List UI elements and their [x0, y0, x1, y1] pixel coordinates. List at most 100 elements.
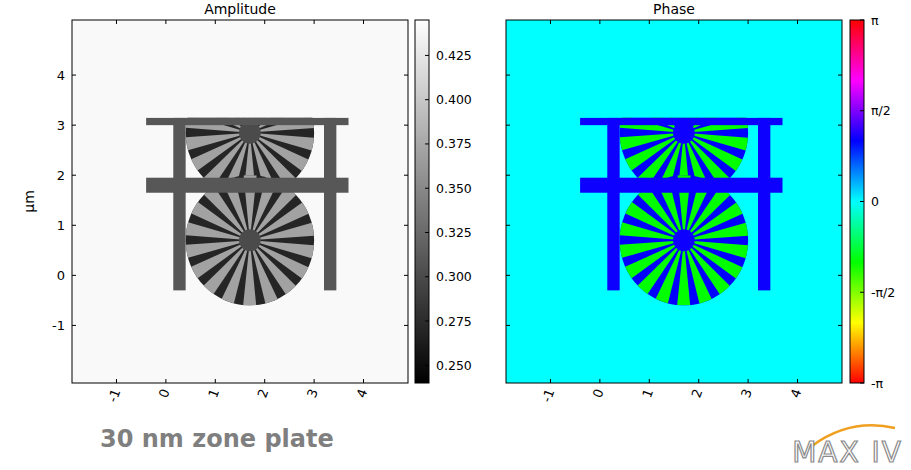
y-tick	[72, 75, 76, 76]
background-cell	[506, 20, 842, 383]
bar-cell	[607, 118, 619, 291]
colorbar-tick-label: 0.350	[436, 181, 472, 196]
x-tick	[797, 20, 798, 24]
x-tick	[116, 379, 117, 383]
y-tick-label: 3	[57, 118, 65, 133]
y-tick-label: 4	[57, 68, 65, 83]
y-tick	[838, 225, 842, 226]
plot-frame	[72, 20, 408, 383]
x-tick-label: 2	[255, 387, 272, 400]
x-tick	[314, 379, 315, 383]
y-tick	[506, 175, 510, 176]
colorbar-tick	[425, 143, 429, 144]
colorbar-tick-label: 0.300	[436, 269, 472, 284]
y-tick	[404, 125, 408, 126]
x-tick	[698, 379, 699, 383]
colorbar-tick-label: 0.250	[436, 358, 472, 373]
y-tick	[404, 225, 408, 226]
x-tick-label: 1	[205, 387, 222, 400]
x-tick	[550, 379, 551, 383]
x-tick	[165, 379, 166, 383]
y-tick	[506, 125, 510, 126]
x-tick	[748, 20, 749, 24]
panel-title: Amplitude	[204, 1, 276, 17]
panel-title: Phase	[653, 1, 695, 17]
y-tick	[838, 275, 842, 276]
y-tick	[506, 75, 510, 76]
x-tick	[748, 379, 749, 383]
x-tick	[264, 379, 265, 383]
colorbar-tick	[860, 110, 864, 111]
panel: -101234-101234μmAmplitude0.2500.2750.300…	[21, 1, 472, 404]
x-tick-label: 0	[590, 387, 607, 400]
x-tick	[264, 20, 265, 24]
x-tick-label: 3	[738, 387, 755, 400]
y-tick	[72, 125, 76, 126]
colorbar-tick	[860, 201, 864, 202]
star-hub	[673, 229, 695, 251]
y-tick	[506, 275, 510, 276]
colorbar-tick	[425, 276, 429, 277]
background-cell	[72, 20, 408, 383]
x-tick	[698, 20, 699, 24]
y-axis-title: μm	[21, 190, 37, 213]
colorbar-tick	[425, 99, 429, 100]
y-tick-label: 1	[57, 218, 65, 233]
figure: -101234-101234μmAmplitude0.2500.2750.300…	[0, 0, 911, 470]
y-tick-label: 0	[57, 268, 65, 283]
x-tick	[649, 20, 650, 24]
colorbar-tick-label: 0.375	[436, 136, 472, 151]
y-tick	[506, 225, 510, 226]
x-tick	[116, 20, 117, 24]
y-tick	[72, 275, 76, 276]
y-tick	[404, 275, 408, 276]
colorbar-tick	[425, 188, 429, 189]
x-tick	[314, 20, 315, 24]
x-tick-label: -1	[539, 387, 558, 404]
x-tick	[215, 379, 216, 383]
x-tick	[550, 20, 551, 24]
colorbar-tick-label: 0.325	[436, 225, 472, 240]
object	[580, 118, 783, 306]
colorbar-tick-label: 0.400	[436, 92, 472, 107]
x-tick-label: -1	[105, 387, 124, 404]
colorbar-tick	[860, 20, 864, 21]
logo-text: MAX IV	[792, 436, 903, 469]
colorbar-tick	[860, 292, 864, 293]
y-tick	[838, 325, 842, 326]
colorbar-tick-label: π/2	[871, 103, 891, 118]
page: {"chart_data": [ {"type": "heatmap", "ti…	[0, 0, 911, 470]
image	[72, 20, 408, 383]
colorbar-tick	[425, 321, 429, 322]
colorbar-tick	[425, 232, 429, 233]
y-tick	[72, 225, 76, 226]
x-tick-label: 1	[639, 387, 656, 400]
x-tick-label: 2	[689, 387, 706, 400]
logo: MAX IV	[792, 425, 903, 469]
colorbar-tick-label: -π/2	[871, 285, 895, 300]
y-tick	[506, 325, 510, 326]
y-tick	[72, 325, 76, 326]
x-tick	[363, 20, 364, 24]
colorbar-tick-label: 0	[871, 194, 879, 209]
x-tick	[215, 20, 216, 24]
image	[506, 20, 842, 383]
star-gap	[620, 175, 748, 305]
x-tick-label: 0	[156, 387, 173, 400]
colorbar-tick	[425, 365, 429, 366]
x-tick	[599, 379, 600, 383]
colorbar-tick-label: π	[871, 13, 879, 28]
colorbar	[850, 20, 864, 383]
colorbar-tick	[860, 383, 864, 384]
y-tick	[404, 75, 408, 76]
x-tick	[599, 20, 600, 24]
colorbar-tick	[425, 55, 429, 56]
caption: 30 nm zone plate	[100, 425, 334, 453]
bar-cell	[758, 118, 770, 291]
panel: -101234Phase-π-π/20π/2π	[506, 1, 895, 404]
x-tick-label: 3	[304, 387, 321, 400]
x-tick	[165, 20, 166, 24]
y-tick-label: -1	[52, 318, 65, 333]
x-tick-label: 4	[353, 387, 370, 400]
bar-cell	[173, 118, 185, 291]
